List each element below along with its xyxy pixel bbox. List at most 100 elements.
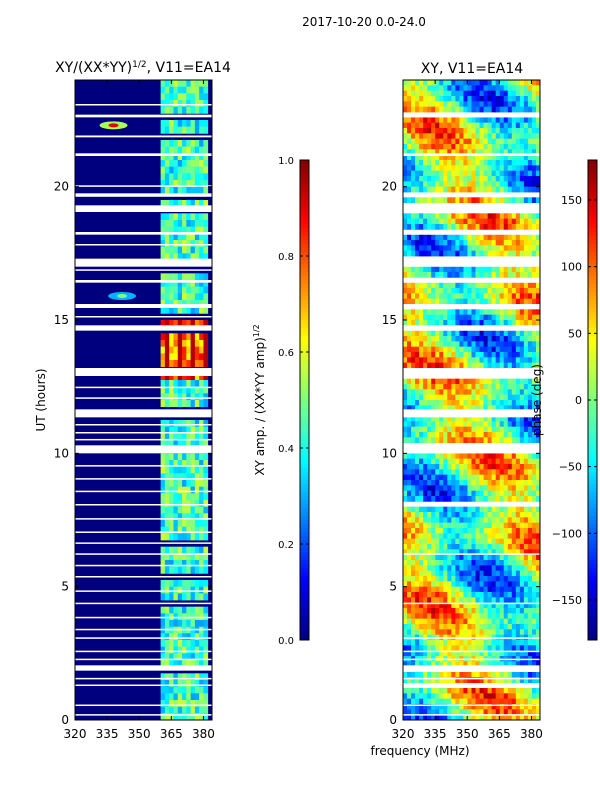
right-heatmap-cell xyxy=(407,362,412,369)
right-heatmap-cell xyxy=(499,90,505,97)
right-heatmap-cell xyxy=(527,693,533,700)
left-heatmap-cell xyxy=(194,93,200,101)
right-heatmap-cell xyxy=(483,522,489,529)
left-heatmap-cell xyxy=(173,520,179,528)
right-heatmap-cell xyxy=(479,528,484,534)
right-heatmap-cell xyxy=(451,378,456,385)
right-heatmap-cell xyxy=(431,240,436,246)
left-heatmap-cell xyxy=(186,473,191,481)
right-heatmap-cell xyxy=(511,576,517,582)
left-heatmap-cell xyxy=(173,620,179,628)
right-heatmap-cell xyxy=(423,474,428,481)
right-heatmap-cell xyxy=(443,250,448,257)
right-heatmap-cell xyxy=(507,469,513,476)
right-heatmap-cell xyxy=(535,560,541,566)
right-heatmap-cell xyxy=(519,218,525,225)
right-heatmap-cell xyxy=(475,122,480,129)
right-heatmap-cell xyxy=(475,512,480,518)
right-heatmap-cell xyxy=(431,336,436,342)
right-heatmap-cell xyxy=(519,464,525,470)
right-heatmap-cell xyxy=(403,234,408,241)
right-heatmap-cell xyxy=(467,266,472,273)
left-heatmap-cell xyxy=(190,80,196,88)
right-heatmap-cell xyxy=(415,170,420,177)
right-heatmap-cell xyxy=(415,197,420,204)
right-heatmap-cell xyxy=(403,437,408,444)
right-heatmap-cell xyxy=(439,309,444,316)
right-heatmap-cell xyxy=(535,176,541,182)
right-heatmap-cell xyxy=(415,714,420,721)
left-heatmap-cell xyxy=(173,286,179,294)
amplitude-colorbar-band xyxy=(300,460,309,465)
right-heatmap-cell xyxy=(491,213,497,220)
right-heatmap-cell xyxy=(439,608,444,614)
right-heatmap-cell xyxy=(419,506,424,513)
right-heatmap-cell xyxy=(435,618,440,625)
right-heatmap-cell xyxy=(435,309,440,316)
right-heatmap-cell xyxy=(527,170,533,177)
right-heatmap-cell xyxy=(479,597,484,604)
right-heatmap-cell xyxy=(411,394,416,401)
left-heatmap-cell xyxy=(203,473,209,481)
right-heatmap-cell xyxy=(411,80,416,86)
left-heatmap-cell xyxy=(177,533,183,541)
right-heatmap-cell xyxy=(491,389,497,396)
right-heatmap-cell xyxy=(471,538,476,545)
right-heatmap-cell xyxy=(535,629,541,636)
right-heatmap-cell xyxy=(475,437,480,444)
right-heatmap-cell xyxy=(495,394,501,401)
left-heatmap-cell xyxy=(194,333,200,341)
left-x-ticks: 320 335 350 365 380 xyxy=(64,80,215,741)
right-heatmap-cell xyxy=(527,314,533,321)
right-heatmap-cell xyxy=(535,709,541,716)
right-heatmap-cell xyxy=(447,533,452,540)
right-heatmap-cell xyxy=(467,336,472,342)
right-heatmap-cell xyxy=(499,346,505,353)
right-heatmap-cell xyxy=(435,528,440,534)
right-heatmap-cell xyxy=(483,341,489,348)
right-heatmap-cell xyxy=(531,138,537,145)
right-heatmap-cell xyxy=(455,154,460,161)
right-heatmap-cell xyxy=(423,341,428,348)
right-heatmap-cell xyxy=(459,602,464,609)
left-heatmap-cell xyxy=(182,653,187,661)
left-heatmap-cell xyxy=(173,453,179,461)
right-heatmap-cell xyxy=(407,586,412,593)
right-heatmap-cell xyxy=(447,570,452,577)
right-heatmap-cell xyxy=(531,234,537,241)
right-heatmap-cell xyxy=(495,522,501,529)
left-heatmap-cell xyxy=(160,226,166,234)
right-heatmap-cell xyxy=(535,608,541,614)
left-heatmap-cell xyxy=(186,240,191,248)
phase-colorbar-band xyxy=(588,252,597,257)
left-heatmap-cell xyxy=(186,180,191,188)
right-heatmap-cell xyxy=(459,314,464,321)
left-heatmap-cell xyxy=(173,486,179,494)
right-heatmap-cell xyxy=(491,128,497,134)
right-heatmap-cell xyxy=(487,597,493,604)
right-heatmap-cell xyxy=(479,288,484,294)
right-heatmap-cell xyxy=(491,496,497,502)
right-heatmap-cell xyxy=(519,240,525,246)
left-heatmap-cell xyxy=(194,280,200,288)
phase-colorbar-band xyxy=(588,304,597,309)
right-heatmap-cell xyxy=(411,362,416,369)
right-heatmap-cell xyxy=(503,218,509,225)
right-heatmap-cell xyxy=(515,490,521,497)
right-heatmap-cell xyxy=(419,458,424,465)
right-heatmap-cell xyxy=(439,149,444,156)
left-heatmap-cell xyxy=(164,633,170,641)
left-heatmap-cell xyxy=(199,606,204,614)
right-heatmap-cell xyxy=(451,565,456,572)
right-heatmap-cell xyxy=(459,506,464,513)
right-heatmap-cell xyxy=(415,661,420,668)
right-heatmap-cell xyxy=(415,384,420,390)
right-heatmap-cell xyxy=(419,698,424,705)
right-heatmap-cell xyxy=(447,437,452,444)
left-heatmap-cell xyxy=(182,586,187,594)
right-heatmap-cell xyxy=(487,661,493,668)
right-heatmap-cell xyxy=(467,133,472,140)
right-heatmap-cell xyxy=(407,96,412,102)
right-heatmap-cell xyxy=(503,352,509,358)
right-heatmap-cell xyxy=(527,309,533,316)
